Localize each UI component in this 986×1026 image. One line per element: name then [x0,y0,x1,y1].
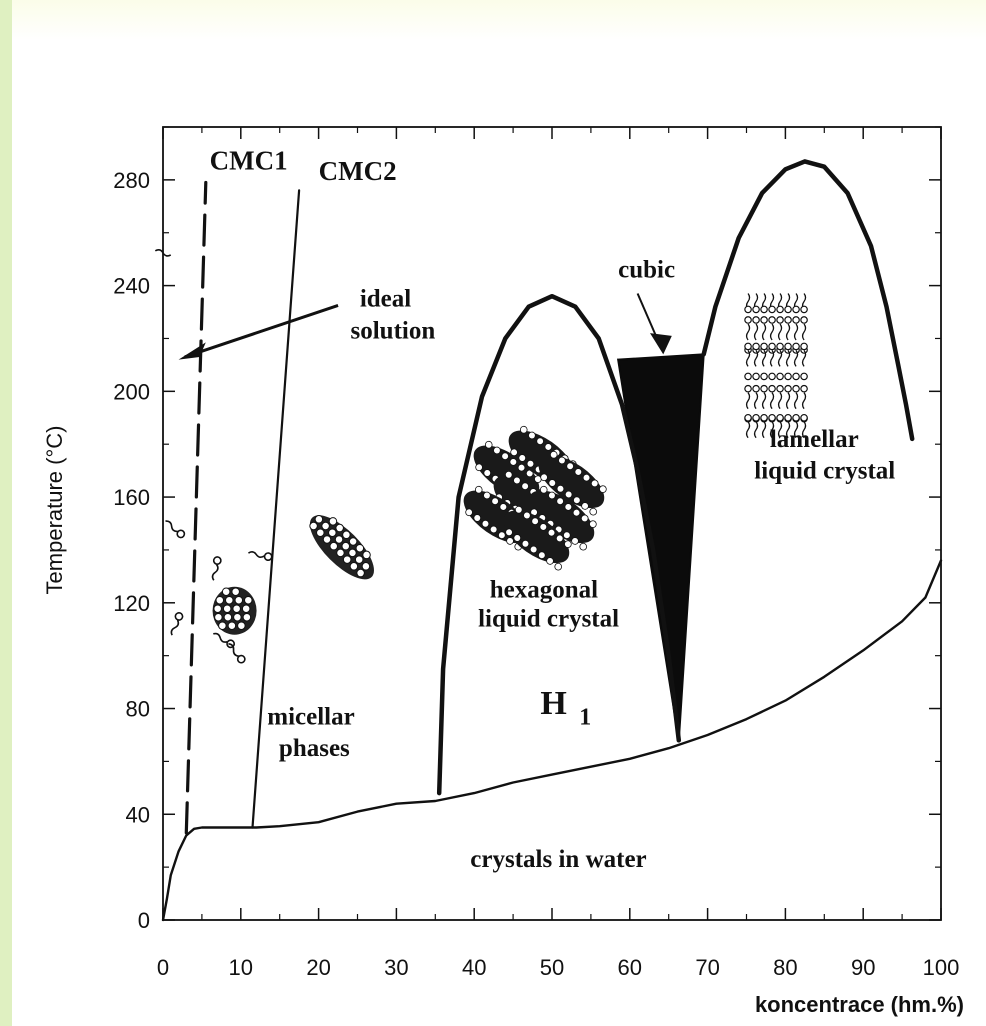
lamellar-liquid-crystal-label: liquid crystal [754,458,895,485]
y-axis-label: Temperature (°C) [42,426,67,595]
micellar-label: micellar [267,703,354,730]
y-tick-label: 120 [113,591,150,616]
x-tick-label: 40 [462,955,486,980]
cubic-label: cubic [618,257,675,284]
axis-ticks: 0 10 20 30 40 50 60 70 80 90 100 0 40 80 120 160 200 240 2… [113,126,960,980]
crystal-boundary-line [161,559,943,922]
surfactant-molecule-icon [211,556,222,581]
hexagonal-label: hexagonal [490,577,598,604]
crystals-in-water-label: crystals in water [470,846,646,873]
phases-label: phases [279,735,350,762]
x-tick-label: 90 [851,955,875,980]
x-tick-label: 20 [306,955,330,980]
y-tick-label: 280 [113,168,150,193]
ideal-solution-arrow [184,304,339,359]
y-tick-label: 200 [113,379,150,404]
x-tick-label: 80 [773,955,797,980]
cubic-arrowhead [650,333,672,355]
x-tick-label: 10 [229,955,253,980]
x-axis-label: koncentrace (hm.%) [755,992,964,1017]
h1-label: H [540,685,566,722]
surfactant-molecule-icon [247,551,273,562]
y-tick-label: 0 [138,908,150,933]
cmc1-line [184,180,208,835]
y-tick-label: 40 [126,802,150,827]
y-tick-label: 80 [126,697,150,722]
hexagonal-boundary-line [436,293,682,796]
y-tick-label: 240 [113,274,150,299]
cmc2-label: CMC2 [319,156,397,186]
x-tick-label: 70 [695,955,719,980]
solution-label: solution [350,317,435,344]
spherical-micelle-icon [212,586,257,635]
cmc1-label: CMC1 [210,145,288,175]
lamellar-boundary-line [701,159,915,442]
x-tick-label: 60 [618,955,642,980]
x-tick-label: 0 [157,955,169,980]
x-tick-label: 30 [384,955,408,980]
x-tick-label: 100 [923,955,960,980]
molecule-illustrations [154,248,808,664]
lamellar-label: lamellar [770,426,859,453]
y-tick-label: 160 [113,485,150,510]
lamellar-bilayer-icon [744,293,808,439]
regions [616,353,705,741]
h1-subscript: 1 [579,704,591,730]
surfactant-molecule-icon [228,643,246,664]
cmc2-line [251,189,301,829]
surfactant-molecule-icon [170,612,184,636]
ideal-label: ideal [360,286,411,313]
hexagonal-rods-icon [463,425,607,571]
region-cubic [616,353,705,741]
x-tick-label: 50 [540,955,564,980]
rod-micelle-icon [309,515,374,580]
left-margin-band [0,0,12,1026]
annotations: CMC1 CMC2 ideal solution cubic lamellar liquid… [210,145,896,873]
hexagonal-liquid-crystal-label: liquid crystal [478,606,619,633]
ideal-solution-arrowhead [178,342,206,360]
series-lines [161,159,943,922]
surfactant-molecule-icon [165,520,186,539]
surfactant-molecule-icon [154,248,172,257]
